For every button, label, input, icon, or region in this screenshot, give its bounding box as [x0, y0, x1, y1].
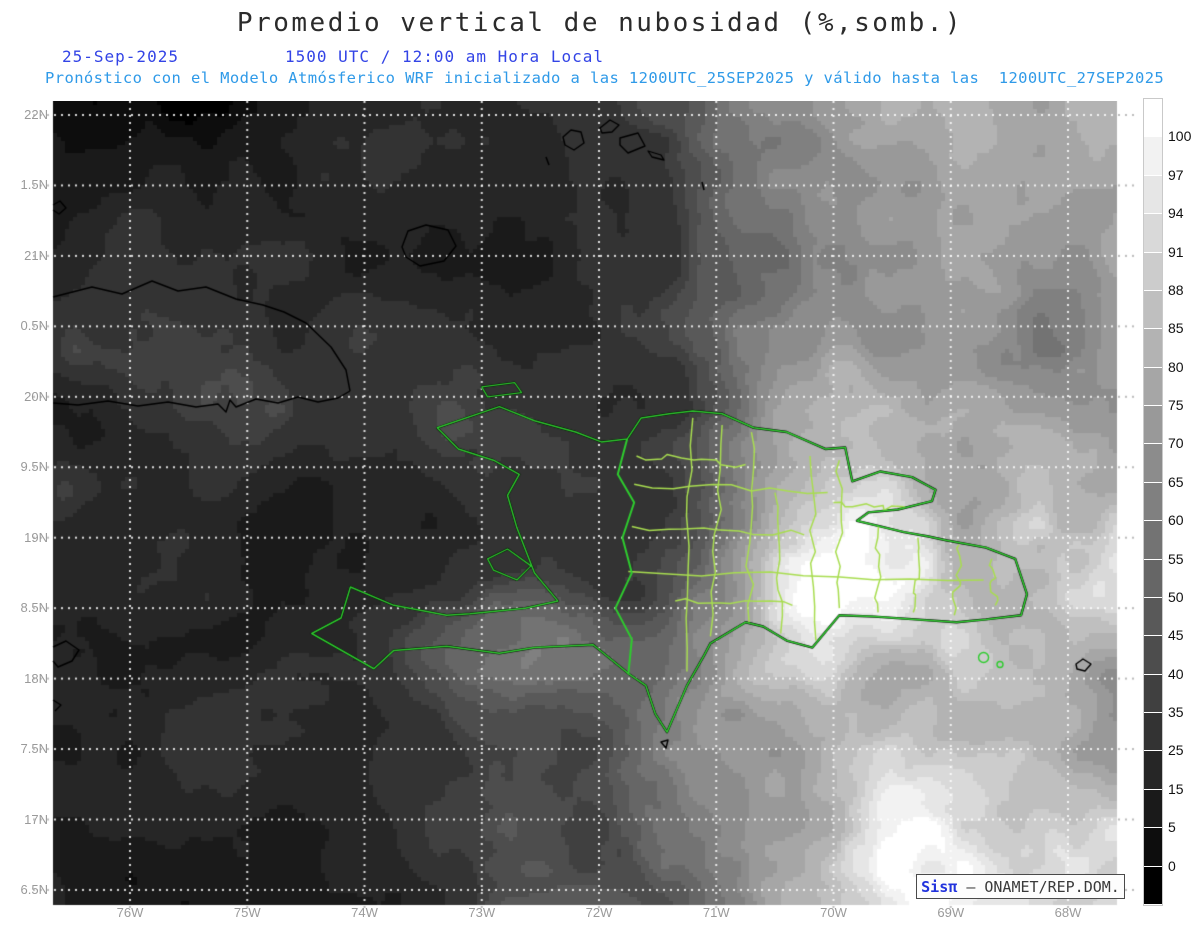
colorbar-tick-label: 60 — [1168, 512, 1184, 529]
branding-separator-dash: – — [966, 877, 985, 896]
colorbar-tick-label: 80 — [1168, 358, 1184, 375]
branding-org: ONAMET/REP.DOM. — [984, 877, 1120, 896]
colorbar-tick-label: 50 — [1168, 588, 1184, 605]
lat-tick-label: 18N — [24, 670, 48, 686]
colorbar-segment — [1144, 521, 1162, 560]
colorbar-tick-label: 35 — [1168, 704, 1184, 721]
lon-tick-label: 71W — [702, 905, 730, 920]
colorbar-segment — [1144, 789, 1162, 829]
lon-tick-label: 76W — [116, 905, 144, 920]
colorbar-tick-label: 88 — [1168, 281, 1184, 298]
colorbar-tick-label: 25 — [1168, 742, 1184, 759]
lon-tick-label: 73W — [468, 905, 496, 920]
lon-tick-label: 70W — [820, 905, 847, 920]
colorbar-tick-label: 97 — [1168, 166, 1184, 183]
colorbar-segment — [1144, 252, 1162, 291]
colorbar-tick-label: 91 — [1168, 243, 1184, 260]
colorbar-tick-label: 55 — [1168, 550, 1184, 567]
lat-tick-label: 1.5N — [20, 177, 48, 193]
colorbar-segment — [1144, 406, 1162, 445]
lon-tick-label: 72W — [585, 905, 613, 920]
colorbar-segment — [1144, 636, 1162, 675]
colorbar-tick-label: 65 — [1168, 473, 1184, 490]
lat-tick-label: 21N — [24, 247, 48, 263]
forecast-date: 25-Sep-2025 — [62, 47, 179, 66]
colorbar-segment — [1144, 175, 1162, 215]
colorbar-tick-label: 5 — [1168, 819, 1176, 836]
colorbar-segment — [1144, 866, 1162, 905]
colorbar-tick-label: 15 — [1168, 780, 1184, 797]
colorbar-segment — [1144, 214, 1162, 253]
lat-tick-label: 19N — [24, 529, 48, 545]
colorbar-tick-label: 40 — [1168, 665, 1184, 682]
colorbar-segment — [1144, 559, 1162, 598]
colorbar-segment — [1144, 367, 1162, 407]
page-title: Promedio vertical de nubosidad (%,somb.) — [236, 8, 964, 38]
lat-tick-label: 9.5N — [20, 459, 48, 475]
colorbar-segment — [1144, 99, 1162, 138]
lon-tick-label: 68W — [1054, 905, 1082, 920]
lat-tick-label: 8.5N — [20, 600, 48, 616]
lon-tick-label: 75W — [233, 905, 261, 920]
lon-tick-label: 74W — [351, 905, 378, 920]
forecast-description: Pronóstico con el Modelo Atmósferico WRF… — [45, 69, 1165, 87]
colorbar-segment — [1144, 444, 1162, 483]
lat-tick-label: 20N — [24, 388, 48, 404]
lat-tick-label: 22N — [24, 107, 48, 122]
colorbar-tick-label: 45 — [1168, 627, 1184, 644]
lat-tick-label: 0.5N — [20, 318, 48, 334]
colorbar-segment — [1144, 290, 1162, 330]
colorbar-tick-label: 70 — [1168, 435, 1184, 452]
branding-box: Sisπ – ONAMET/REP.DOM. — [916, 874, 1125, 899]
lat-tick-label: 17N — [24, 811, 48, 827]
colorbar-segment — [1144, 713, 1162, 752]
colorbar-segment — [1144, 674, 1162, 714]
lat-tick-label: 7.5N — [20, 741, 48, 757]
colorbar — [1143, 98, 1163, 906]
forecast-time: 1500 UTC / 12:00 am Hora Local — [285, 47, 604, 66]
colorbar-tick-label: 85 — [1168, 320, 1184, 337]
colorbar-segment — [1144, 597, 1162, 637]
lon-tick-label: 69W — [937, 905, 965, 920]
colorbar-segment — [1144, 482, 1162, 522]
colorbar-tick-label: 94 — [1168, 205, 1184, 222]
colorbar-tick-label: 0 — [1168, 857, 1176, 874]
colorbar-segment — [1144, 751, 1162, 790]
cloudiness-map-canvas — [33, 101, 1135, 909]
sis-pi-logo: Sisπ — [921, 877, 958, 896]
colorbar-tick-label: 75 — [1168, 397, 1184, 414]
colorbar-segment — [1144, 137, 1162, 176]
colorbar-segment — [1144, 828, 1162, 867]
colorbar-segment — [1144, 329, 1162, 368]
lat-tick-label: 6.5N — [20, 881, 48, 897]
branding-separator — [957, 878, 966, 896]
colorbar-tick-label: 100 — [1168, 128, 1192, 145]
